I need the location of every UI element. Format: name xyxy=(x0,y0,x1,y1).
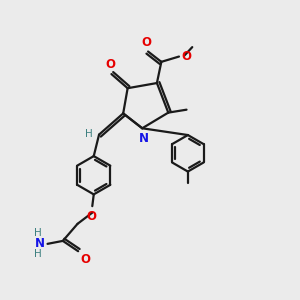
Text: O: O xyxy=(87,210,97,223)
Text: N: N xyxy=(139,132,149,146)
Text: O: O xyxy=(80,253,91,266)
Text: O: O xyxy=(142,36,152,49)
Text: H: H xyxy=(34,228,42,238)
Text: O: O xyxy=(182,50,191,63)
Text: H: H xyxy=(34,249,42,260)
Text: H: H xyxy=(85,129,93,139)
Text: O: O xyxy=(106,58,116,70)
Text: N: N xyxy=(34,237,45,250)
